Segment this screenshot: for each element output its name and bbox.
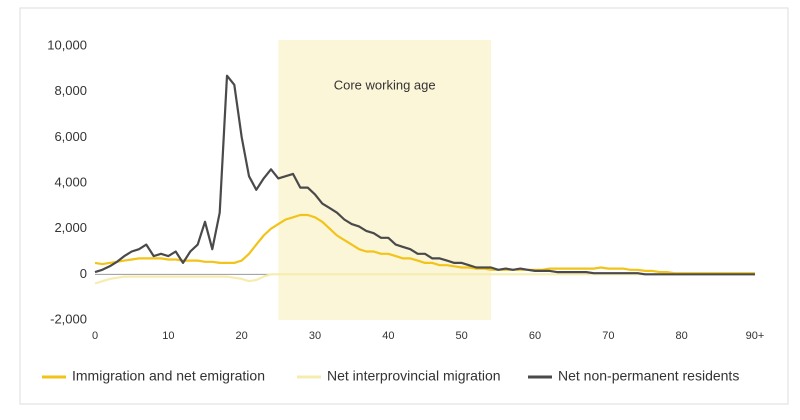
x-tick-label: 0	[92, 330, 98, 342]
y-tick-label: 4,000	[54, 174, 87, 189]
x-tick-label: 70	[602, 330, 614, 342]
x-tick-label: 80	[676, 330, 688, 342]
x-tick-label: 10	[162, 330, 174, 342]
x-tick-label: 40	[382, 330, 394, 342]
x-tick-label: 60	[529, 330, 541, 342]
y-tick-label: 10,000	[47, 37, 87, 52]
y-tick-label: 6,000	[54, 129, 87, 144]
y-tick-label: -2,000	[50, 311, 87, 326]
region-label: Core working age	[334, 77, 436, 92]
frame	[19, 7, 789, 405]
y-tick-label: 2,000	[54, 220, 87, 235]
x-tick-label: 50	[456, 330, 468, 342]
legend-label: Net non-permanent residents	[558, 368, 739, 384]
x-tick-label: 20	[236, 330, 248, 342]
x-tick-label: 90+	[746, 330, 765, 342]
series-line	[94, 213, 755, 275]
legend-label: Immigration and net emigration	[72, 368, 265, 384]
legend-label: Net interprovincial migration	[327, 368, 501, 384]
y-tick-label: 0	[80, 266, 87, 281]
x-tick-label: 30	[309, 330, 321, 342]
y-tick-label: 8,000	[54, 83, 87, 98]
series-line	[94, 74, 755, 276]
